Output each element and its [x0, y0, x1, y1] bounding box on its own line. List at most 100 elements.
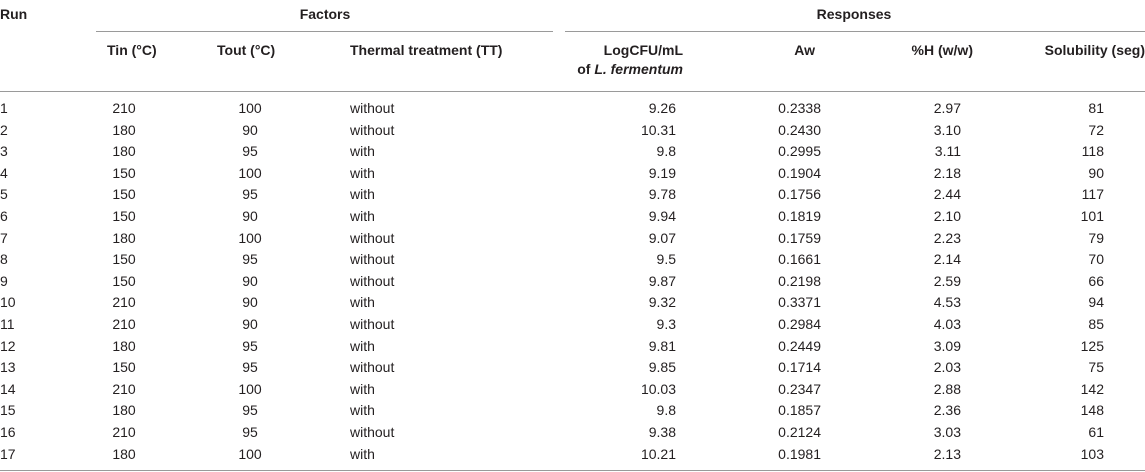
tt-cell: without: [350, 100, 395, 116]
tin-cell: 180: [112, 402, 136, 419]
aw-cell: 0.2124: [778, 424, 821, 440]
logcfu-cell: 9.78: [648, 186, 676, 203]
aw-cell: 0.3371: [778, 294, 821, 311]
run-column-header: Run: [0, 6, 28, 22]
aw-cell: 0.1714: [778, 359, 821, 376]
tt-cell: without: [350, 121, 395, 138]
tt-cell: without: [350, 251, 395, 268]
moisture-cell: 4.03: [933, 316, 961, 332]
logcfu-cell: 9.8: [656, 402, 676, 419]
solubility-cell: 117: [1081, 186, 1104, 203]
tin-cell: 150: [112, 208, 136, 224]
logcfu-cell: 9.94: [648, 208, 676, 224]
tt-cell: with: [350, 294, 375, 311]
solubility-cell: 61: [1088, 424, 1104, 440]
tout-cell: 90: [242, 316, 258, 332]
logcfu-cell: 9.8: [656, 143, 676, 160]
header-bottom-rule: [0, 91, 1145, 92]
run-cell: 9: [0, 272, 8, 289]
logcfu-cell: 10.31: [640, 121, 676, 138]
solubility-cell: 148: [1080, 402, 1104, 419]
tin-cell: 180: [112, 143, 136, 160]
moisture-cell: 3.03: [933, 424, 961, 440]
tin-cell: 150: [112, 251, 136, 268]
tt-cell: without: [350, 272, 395, 289]
table-bottom-rule: [0, 470, 1145, 471]
tout-cell: 95: [242, 337, 258, 354]
tin-cell: 180: [112, 445, 136, 462]
tout-cell: 95: [242, 402, 258, 419]
run-cell: 4: [0, 164, 8, 181]
moisture-cell: 2.10: [933, 208, 961, 224]
thermal-treatment-column-header: Thermal treatment (TT): [350, 42, 503, 58]
tin-cell: 150: [112, 359, 136, 376]
run-cell: 5: [0, 186, 8, 203]
logcfu-cell: 9.38: [648, 424, 676, 440]
run-cell: 3: [0, 143, 8, 160]
logcfu-column-header-line2: of L. fermentum: [577, 61, 683, 77]
moisture-cell: 3.09: [933, 337, 961, 354]
moisture-cell: 2.13: [933, 445, 961, 462]
run-cell: 15: [0, 402, 16, 419]
tt-cell: with: [350, 402, 375, 419]
tout-cell: 90: [242, 294, 258, 311]
tout-cell: 95: [242, 143, 258, 160]
tin-cell: 210: [112, 424, 136, 440]
solubility-cell: 75: [1088, 359, 1104, 376]
logcfu-cell: 9.81: [648, 337, 676, 354]
moisture-cell: 2.97: [933, 100, 961, 116]
tin-cell: 150: [112, 186, 136, 203]
tout-cell: 100: [238, 445, 262, 462]
tin-cell: 150: [112, 164, 136, 181]
aw-cell: 0.2430: [778, 121, 821, 138]
solubility-column-header: Solubility (seg): [1044, 42, 1145, 58]
aw-cell: 0.2984: [778, 316, 821, 332]
logcfu-cell: 9.3: [656, 316, 676, 332]
tt-cell: with: [350, 164, 375, 181]
factors-group-header: Factors: [299, 6, 351, 22]
moisture-cell: 4.53: [933, 294, 961, 311]
tt-cell: with: [350, 143, 375, 160]
tout-cell: 95: [242, 359, 258, 376]
moisture-cell: 2.36: [933, 402, 961, 419]
tout-cell: 90: [242, 121, 258, 138]
run-cell: 7: [0, 229, 8, 246]
solubility-cell: 118: [1081, 143, 1104, 160]
tin-cell: 210: [112, 100, 136, 116]
solubility-cell: 90: [1088, 164, 1104, 181]
tin-cell: 180: [112, 337, 136, 354]
aw-cell: 0.2449: [778, 337, 821, 354]
run-cell: 1: [0, 100, 8, 116]
species-name: L. fermentum: [594, 61, 683, 77]
moisture-cell: 2.18: [933, 164, 961, 181]
logcfu-cell: 9.32: [648, 294, 676, 311]
tin-cell: 210: [112, 294, 136, 311]
moisture-cell: 3.10: [933, 121, 961, 138]
tt-cell: without: [350, 229, 395, 246]
solubility-cell: 79: [1088, 229, 1104, 246]
tout-cell: 100: [238, 380, 262, 397]
aw-cell: 0.2198: [778, 272, 821, 289]
tt-cell: without: [350, 424, 395, 440]
solubility-cell: 101: [1080, 208, 1104, 224]
solubility-cell: 103: [1080, 445, 1104, 462]
solubility-cell: 70: [1088, 251, 1104, 268]
moisture-cell: 2.44: [933, 186, 961, 203]
tt-cell: with: [350, 186, 375, 203]
tout-cell: 100: [238, 229, 262, 246]
solubility-cell: 85: [1088, 316, 1104, 332]
aw-cell: 0.1759: [778, 229, 821, 246]
aw-cell: 0.1904: [778, 164, 821, 181]
run-cell: 2: [0, 121, 8, 138]
aw-cell: 0.2995: [778, 143, 821, 160]
solubility-cell: 94: [1088, 294, 1104, 311]
solubility-cell: 81: [1088, 100, 1104, 116]
tin-cell: 210: [112, 316, 136, 332]
logcfu-cell: 10.21: [640, 445, 676, 462]
tout-cell: 95: [242, 251, 258, 268]
run-cell: 16: [0, 424, 16, 440]
tin-cell: 210: [112, 380, 136, 397]
aw-column-header: Aw: [794, 42, 815, 58]
factors-group-rule: [96, 31, 553, 32]
run-cell: 11: [0, 316, 15, 332]
